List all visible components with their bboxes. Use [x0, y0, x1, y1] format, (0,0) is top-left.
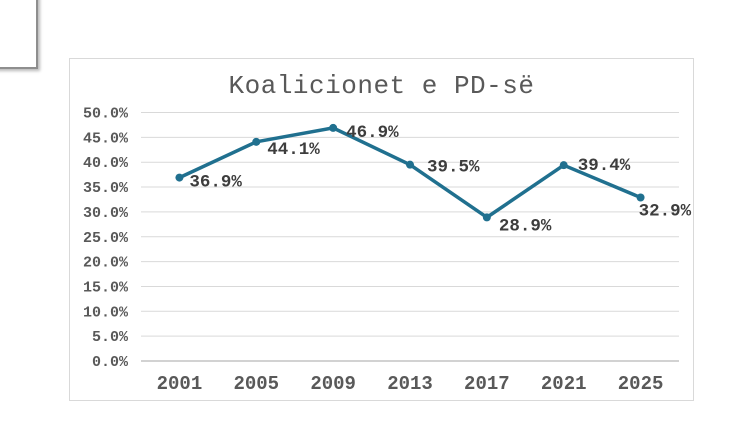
y-tick-label: 50.0%	[83, 106, 129, 123]
data-point-label: 46.9%	[346, 123, 399, 143]
line-chart-plot: 0.0% 5.0% 10.0% 15.0% 20.0% 25.0% 30.0% 35.0% 40…	[83, 106, 692, 396]
data-point-marker	[252, 137, 261, 146]
data-point-label: 36.9%	[189, 173, 242, 193]
chart-panel[interactable]: Koalicionet e PD-së 0.0% 5.0% 10.0% 15.0% 20…	[69, 58, 694, 401]
y-tick-label: 20.0%	[83, 255, 129, 272]
data-point-marker	[636, 193, 645, 202]
y-tick-label: 15.0%	[83, 279, 129, 296]
y-tick-label: 0.0%	[92, 354, 129, 371]
data-point-label: 32.9%	[639, 201, 692, 221]
data-point-label: 44.1%	[267, 140, 320, 160]
y-tick-label: 5.0%	[92, 329, 129, 346]
x-axis-label: 2017	[464, 373, 510, 395]
y-tick-label: 40.0%	[83, 155, 129, 172]
y-tick-label: 35.0%	[83, 180, 129, 197]
data-point-label: 39.5%	[427, 158, 480, 178]
y-tick-label: 45.0%	[83, 130, 129, 147]
chart-title: Koalicionet e PD-së	[228, 71, 535, 101]
x-axis-label: 2021	[541, 373, 587, 395]
x-axis-label: 2013	[387, 373, 433, 395]
data-point-marker	[559, 161, 568, 170]
data-point-marker	[175, 173, 184, 182]
x-axis-label: 2005	[233, 373, 279, 395]
data-point-marker	[329, 123, 338, 132]
y-tick-label: 30.0%	[83, 205, 129, 222]
data-point-marker	[406, 160, 414, 169]
data-point-marker	[482, 213, 491, 222]
window-corner-artifact	[0, 0, 38, 69]
data-point-label: 28.9%	[499, 216, 552, 236]
x-axis-label: 2009	[310, 373, 356, 395]
x-axis-label: 2025	[618, 373, 664, 395]
y-tick-label: 10.0%	[83, 304, 129, 321]
x-axis-label: 2001	[157, 373, 203, 395]
y-tick-label: 25.0%	[83, 230, 129, 247]
data-point-label: 39.4%	[578, 156, 631, 176]
series-line	[177, 126, 643, 220]
